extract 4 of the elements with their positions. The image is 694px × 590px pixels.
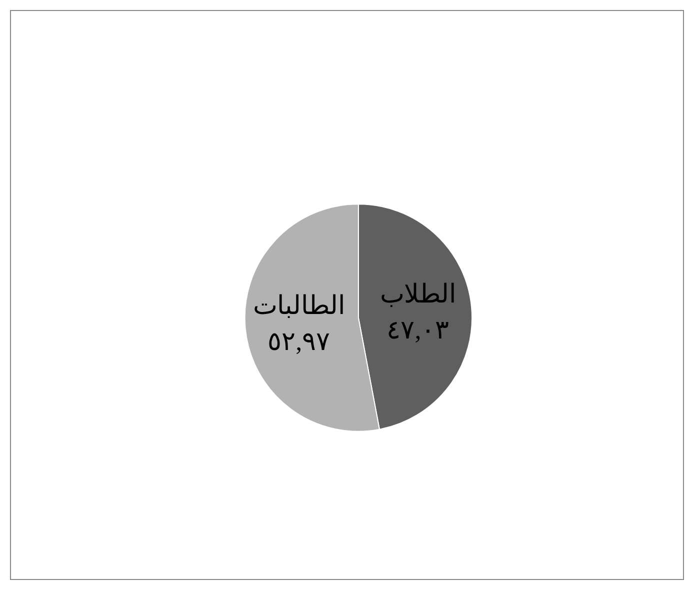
- slice-label: الطالبات: [252, 290, 345, 320]
- data-label: ٥٢,٩٧: [268, 326, 330, 356]
- data-label: ٤٧,٠٣: [386, 316, 450, 345]
- slice-label: الطلاب: [380, 280, 456, 309]
